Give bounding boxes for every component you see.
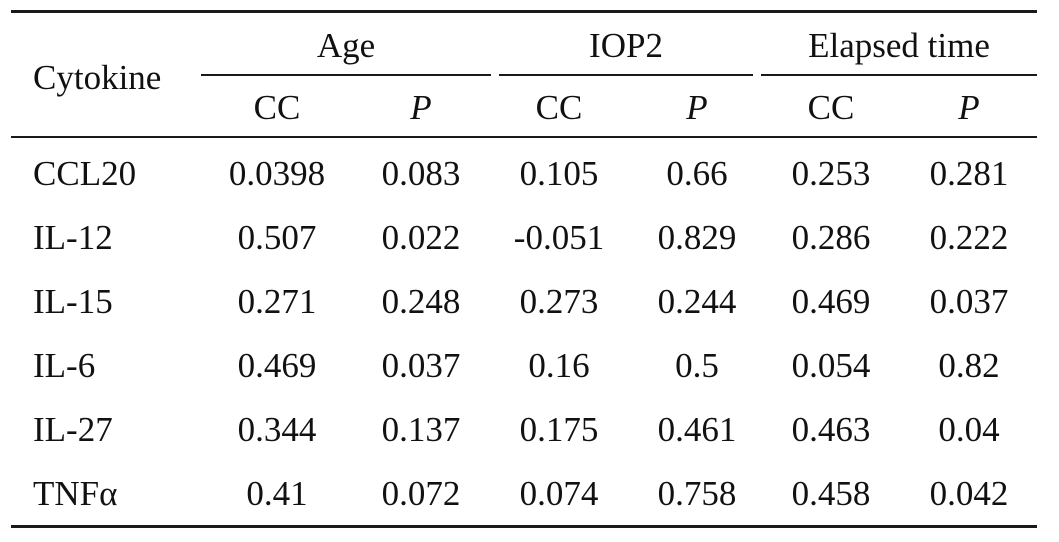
cell-age-p: 0.137 — [381, 410, 461, 449]
cell-age-p: 0.072 — [381, 474, 461, 513]
cell-iop2-cc: -0.051 — [513, 218, 605, 257]
row-label: CCL20 — [33, 154, 137, 193]
cell-iop2-p: 0.244 — [657, 282, 737, 321]
table-row: CCL20 0.0398 0.083 0.105 0.66 0.253 0.28… — [11, 154, 1037, 194]
subheader-age-cc: CC — [253, 88, 301, 127]
subheader-iop2-p: P — [686, 88, 708, 127]
group-rule-age — [201, 74, 491, 76]
cell-elapsed-p: 0.281 — [929, 154, 1009, 193]
table-row: IL-27 0.344 0.137 0.175 0.461 0.463 0.04 — [11, 410, 1037, 450]
table-row: IL-15 0.271 0.248 0.273 0.244 0.469 0.03… — [11, 282, 1037, 322]
cell-age-cc: 0.507 — [237, 218, 317, 257]
cell-iop2-cc: 0.105 — [519, 154, 599, 193]
cell-age-p: 0.037 — [381, 346, 461, 385]
cell-iop2-cc: 0.16 — [528, 346, 590, 385]
cell-age-p: 0.248 — [381, 282, 461, 321]
row-label: IL-15 — [33, 282, 113, 321]
header-group-age: Age — [316, 26, 376, 65]
cell-age-cc: 0.0398 — [228, 154, 326, 193]
cell-elapsed-cc: 0.463 — [791, 410, 871, 449]
row-label: IL-6 — [33, 346, 96, 385]
cell-age-cc: 0.469 — [237, 346, 317, 385]
header-group-elapsed-time: Elapsed time — [808, 26, 990, 65]
cell-age-cc: 0.344 — [237, 410, 317, 449]
cell-elapsed-cc: 0.458 — [791, 474, 871, 513]
header-cytokine: Cytokine — [33, 58, 162, 97]
cell-iop2-p: 0.5 — [675, 346, 719, 385]
cell-age-p: 0.083 — [381, 154, 461, 193]
header-group-iop2: IOP2 — [589, 26, 663, 65]
cell-age-cc: 0.41 — [246, 474, 308, 513]
row-label: IL-27 — [33, 410, 113, 449]
cell-iop2-p: 0.758 — [657, 474, 737, 513]
subheader-elapsed-cc: CC — [807, 88, 855, 127]
table-row: IL-6 0.469 0.037 0.16 0.5 0.054 0.82 — [11, 346, 1037, 386]
cell-elapsed-p: 0.222 — [929, 218, 1009, 257]
cell-iop2-cc: 0.175 — [519, 410, 599, 449]
bottom-rule — [11, 525, 1037, 528]
subheader-iop2-cc: CC — [535, 88, 583, 127]
cell-elapsed-p: 0.04 — [938, 410, 1000, 449]
subheader-age-p: P — [410, 88, 432, 127]
group-rule-elapsed-time — [761, 74, 1037, 76]
row-label: TNFα — [33, 474, 118, 513]
table-row: TNFα 0.41 0.072 0.074 0.758 0.458 0.042 — [11, 474, 1037, 514]
cell-iop2-p: 0.461 — [657, 410, 737, 449]
cell-age-p: 0.022 — [381, 218, 461, 257]
cell-elapsed-cc: 0.469 — [791, 282, 871, 321]
cell-iop2-cc: 0.273 — [519, 282, 599, 321]
cell-elapsed-p: 0.042 — [929, 474, 1009, 513]
cell-elapsed-cc: 0.253 — [791, 154, 871, 193]
cell-age-cc: 0.271 — [237, 282, 317, 321]
top-rule — [11, 10, 1037, 13]
cell-iop2-p: 0.829 — [657, 218, 737, 257]
cell-elapsed-p: 0.82 — [938, 346, 1000, 385]
table-row: IL-12 0.507 0.022 -0.051 0.829 0.286 0.2… — [11, 218, 1037, 258]
cell-elapsed-cc: 0.286 — [791, 218, 871, 257]
group-rule-iop2 — [499, 74, 753, 76]
cell-iop2-p: 0.66 — [666, 154, 728, 193]
row-label: IL-12 — [33, 218, 113, 257]
subheader-elapsed-p: P — [958, 88, 980, 127]
cell-elapsed-cc: 0.054 — [791, 346, 871, 385]
header-rule — [11, 136, 1037, 138]
cell-iop2-cc: 0.074 — [519, 474, 599, 513]
cell-elapsed-p: 0.037 — [929, 282, 1009, 321]
